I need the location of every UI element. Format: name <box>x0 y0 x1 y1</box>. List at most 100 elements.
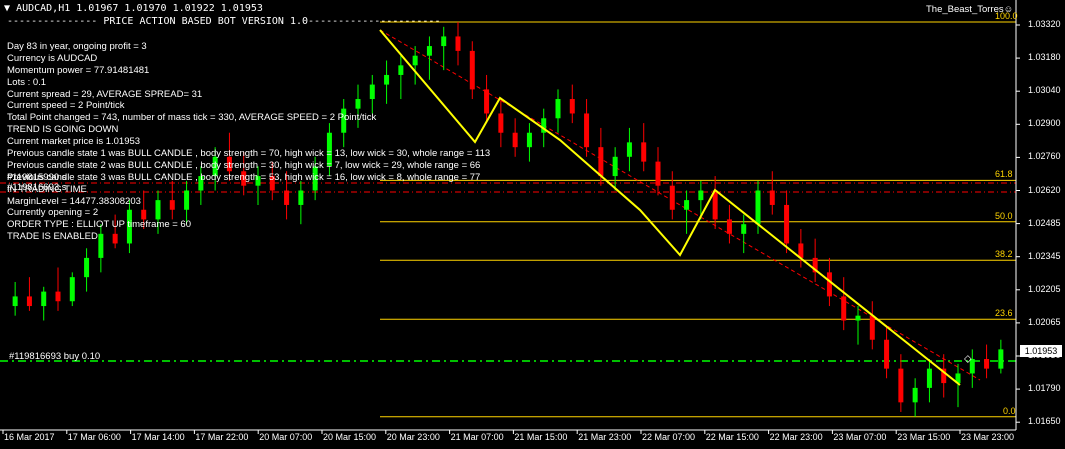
info-line: Previous candle state 1 was BULL CANDLE … <box>7 148 491 160</box>
price-tick-label: 1.02065 <box>1028 316 1061 327</box>
bull-candle <box>255 176 261 186</box>
price-tick-label: 1.01790 <box>1028 383 1061 394</box>
bear-candle <box>484 89 490 114</box>
info-line: Total Point changed = 743, number of mas… <box>7 112 377 124</box>
candles <box>12 22 1004 417</box>
time-tick-label: 17 Mar 14:00 <box>131 432 185 442</box>
bull-candle <box>612 156 618 177</box>
current-price-label: 1.01953 <box>1020 345 1062 358</box>
price-tick-label: 1.02900 <box>1028 118 1061 129</box>
bear-candle <box>241 171 247 186</box>
time-tick-label: 22 Mar 07:00 <box>642 432 696 442</box>
time-tick-label: 20 Mar 07:00 <box>259 432 313 442</box>
bull-candle <box>126 209 132 244</box>
bear-candle <box>469 50 475 90</box>
bull-candle <box>755 190 761 225</box>
bull-candle <box>84 257 90 278</box>
price-tick-label: 1.01650 <box>1028 416 1061 427</box>
bull-candle <box>698 190 704 201</box>
trend-dashed-line <box>379 29 981 381</box>
info-line: Current spread = 29, AVERAGE SPREAD= 31 <box>7 88 203 100</box>
price-tick-label: 1.02760 <box>1028 151 1061 162</box>
bear-candle <box>984 359 990 369</box>
time-tick-label: 23 Mar 15:00 <box>897 432 951 442</box>
bull-candle <box>98 233 104 258</box>
bear-candle <box>841 296 847 321</box>
symbol-ohlc: AUDCAD,H1 1.01967 1.01970 1.01922 1.0195… <box>16 3 263 14</box>
info-line: Previous candle state 2 was BULL CANDLE … <box>7 159 481 171</box>
bear-candle <box>812 257 818 273</box>
zigzag-line[interactable] <box>379 29 961 386</box>
bull-candle <box>384 74 390 85</box>
time-tick-label: 21 Mar 15:00 <box>514 432 568 442</box>
price-tick-label: 1.03180 <box>1028 52 1061 63</box>
bear-candle <box>884 339 890 369</box>
time-tick-label: 20 Mar 23:00 <box>386 432 440 442</box>
order-levels <box>0 29 1016 381</box>
bear-candle <box>941 368 947 384</box>
bull-candle <box>412 55 418 66</box>
buy-order-label[interactable]: #119816693 buy 0.10 <box>9 351 101 362</box>
info-line: IN TRADING TIME <box>7 183 87 195</box>
fib-level-label: 0.0 <box>1003 405 1016 416</box>
bull-candle <box>355 99 361 109</box>
time-tick-label: 22 Mar 15:00 <box>705 432 759 442</box>
time-tick-label: 17 Mar 06:00 <box>67 432 121 442</box>
bear-candle <box>869 315 875 340</box>
price-tick-label: 1.03040 <box>1028 85 1061 96</box>
info-line: Currently opening = 2 <box>7 207 99 219</box>
axis-ticks <box>2 24 1020 434</box>
bear-candle <box>512 132 518 148</box>
info-line: Current market price is 1.01953 <box>7 136 141 148</box>
bear-candle <box>169 200 175 210</box>
bear-candle <box>641 142 647 162</box>
bull-candle <box>341 108 347 133</box>
bull-candle <box>69 277 75 302</box>
bull-candle <box>326 132 332 167</box>
bear-candle <box>669 185 675 210</box>
bear-candle <box>455 36 461 51</box>
bear-candle <box>712 190 718 220</box>
user-label: The_Beast_Torres☺ <box>926 4 1014 15</box>
bear-candle <box>769 190 775 205</box>
bear-candle <box>569 99 575 114</box>
bull-candle <box>912 387 918 403</box>
bear-candle <box>598 147 604 177</box>
bull-candle <box>955 373 961 384</box>
bear-candle <box>112 233 118 244</box>
bull-candle <box>969 359 975 374</box>
order-label-2: #119816693 s <box>7 182 67 193</box>
fib-level-label: 23.6 <box>995 308 1013 319</box>
bear-candle <box>826 272 832 297</box>
order-label-1: #119815990 s <box>7 172 67 183</box>
bull-candle <box>155 200 161 220</box>
bull-candle <box>441 36 447 47</box>
bull-candle <box>855 315 861 321</box>
bear-candle <box>269 176 275 191</box>
info-line: Momentum power = 77.91481481 <box>7 64 150 76</box>
bull-candle <box>198 176 204 191</box>
time-tick-label: 20 Mar 15:00 <box>323 432 377 442</box>
bull-candle <box>526 132 532 148</box>
bull-candle <box>741 224 747 234</box>
bear-candle <box>584 113 590 148</box>
fib-level-label: 38.2 <box>995 249 1013 260</box>
bear-candle <box>284 190 290 205</box>
bull-candle <box>541 118 547 133</box>
time-tick-label: 23 Mar 07:00 <box>833 432 887 442</box>
bear-candle <box>898 368 904 403</box>
bull-candle <box>998 349 1004 369</box>
time-tick-label: 17 Mar 22:00 <box>195 432 249 442</box>
dropdown-triangle-icon[interactable]: ▼ <box>4 3 11 14</box>
symbol-header[interactable]: ▼ AUDCAD,H1 1.01967 1.01970 1.01922 1.01… <box>4 3 263 14</box>
bull-candle <box>926 368 932 388</box>
bull-candle <box>426 46 432 56</box>
info-line: Lots : 0.1 <box>7 76 47 88</box>
fib-level-label: 100.0 <box>995 11 1018 21</box>
bull-candle <box>555 99 561 119</box>
info-line: Current speed = 2 Point/tick <box>7 100 125 112</box>
bull-candle <box>41 291 47 307</box>
bull-candle <box>369 84 375 100</box>
